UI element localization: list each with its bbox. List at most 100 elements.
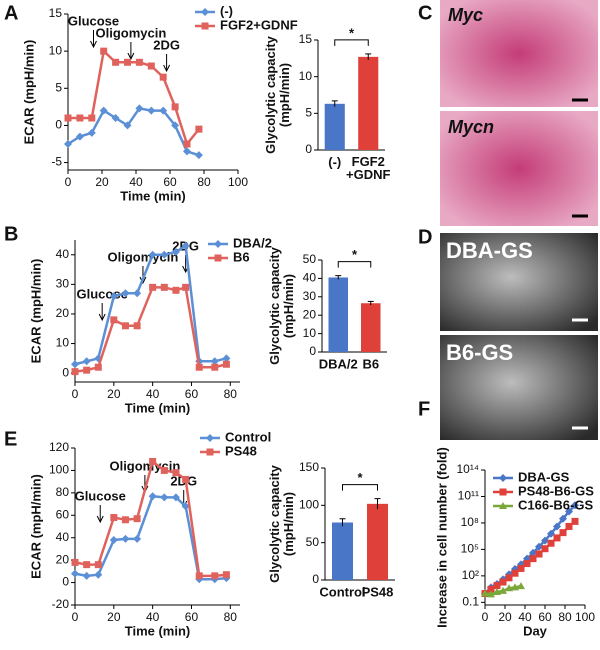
y-tick-label: 50 [303, 252, 317, 266]
marker [133, 289, 142, 298]
x-tick-label: (-) [328, 154, 341, 169]
x-tick-label: 60 [538, 610, 552, 624]
marker [112, 58, 120, 66]
marker [135, 58, 143, 66]
marker [222, 571, 230, 579]
marker [76, 114, 84, 122]
x-tick-label: 40 [518, 610, 532, 624]
x-tick-label: FGF2 +GDNF [346, 154, 390, 182]
panel-label: D [418, 226, 432, 248]
marker [147, 62, 155, 70]
marker [159, 106, 168, 115]
marker [211, 572, 219, 580]
y-tick-label: -20 [52, 597, 70, 611]
marker [181, 241, 190, 250]
y-tick-label: 0.1 [462, 595, 479, 609]
y-axis-title: ECAR (mpH/min) [28, 474, 43, 579]
x-tick-label: 100 [228, 175, 248, 189]
y-axis-title: ECAR (mpH/min) [21, 40, 36, 145]
y-axis-title: Glycolytic capacity(mpH/min) [267, 464, 296, 583]
y-tick-label: 5 [55, 80, 62, 94]
x-tick-label: 40 [129, 175, 143, 189]
image-label: Myc [448, 5, 483, 25]
significance-bracket [334, 39, 369, 46]
legend-marker [214, 240, 222, 248]
marker [571, 501, 579, 510]
micrograph [440, 233, 598, 331]
marker [94, 363, 102, 371]
marker [160, 250, 169, 259]
marker [499, 578, 507, 586]
y-tick-label: 50 [306, 535, 320, 549]
marker [211, 363, 219, 371]
marker [171, 247, 180, 256]
y-axis-title: Glycolytic capacity(mpH/min) [267, 246, 296, 365]
marker [94, 570, 103, 579]
marker [183, 147, 191, 156]
marker [148, 250, 157, 259]
marker [541, 545, 549, 553]
significance: * [349, 25, 355, 40]
marker [493, 582, 501, 590]
y-tick-label: 10 [299, 69, 313, 83]
annotation: Glucose [75, 488, 126, 503]
legend-marker [499, 502, 507, 509]
marker [133, 534, 142, 543]
panel-label: F [418, 398, 430, 420]
marker [71, 360, 79, 369]
marker [523, 560, 531, 568]
legend-marker [499, 474, 507, 482]
x-tick-label: 0 [72, 610, 79, 624]
marker [64, 114, 72, 122]
marker [182, 283, 190, 291]
marker [222, 354, 231, 363]
legend-label: DBA/2 [233, 235, 272, 250]
marker [110, 316, 118, 324]
x-tick-label: PS48 [362, 584, 394, 599]
marker [99, 106, 108, 115]
marker [535, 542, 543, 551]
legend-label: C166-B6-GS [518, 497, 593, 512]
x-tick-label: 60 [185, 610, 199, 624]
x-tick-label: 0 [72, 387, 79, 401]
y-tick-label: 0 [305, 142, 312, 156]
marker [541, 536, 549, 545]
arrow-head [98, 313, 106, 322]
marker [160, 283, 168, 291]
x-axis-title: Time (min) [125, 623, 191, 638]
marker [121, 322, 129, 330]
y-tick-label: -5 [51, 155, 62, 169]
panel-label: B [4, 223, 18, 245]
marker [505, 574, 513, 582]
micrograph [440, 335, 598, 440]
annotation: Glucose [68, 13, 119, 28]
marker [172, 286, 180, 294]
marker [171, 493, 180, 502]
panel-label: C [418, 2, 432, 24]
marker [124, 58, 131, 66]
legend-label: PS48-B6-GS [518, 483, 594, 498]
marker [553, 522, 561, 531]
y-tick-label: 10¹¹ [458, 489, 479, 503]
marker [82, 357, 91, 366]
bar [332, 522, 353, 580]
y-tick-label: 0 [55, 118, 62, 132]
y-tick-label: 100 [49, 463, 69, 477]
marker [87, 128, 96, 137]
marker [133, 515, 141, 523]
y-tick-label: 10 [303, 326, 317, 340]
marker [121, 516, 129, 524]
marker [183, 140, 191, 148]
marker [159, 73, 167, 81]
marker [529, 555, 537, 563]
marker [182, 475, 190, 483]
x-tick-label: 80 [224, 387, 238, 401]
marker [149, 457, 157, 465]
micrograph [440, 0, 598, 107]
legend-marker [206, 448, 214, 456]
legend-marker [499, 488, 507, 496]
significance-bracket [342, 484, 378, 491]
marker [210, 357, 219, 366]
y-tick-label: 60 [56, 507, 70, 521]
